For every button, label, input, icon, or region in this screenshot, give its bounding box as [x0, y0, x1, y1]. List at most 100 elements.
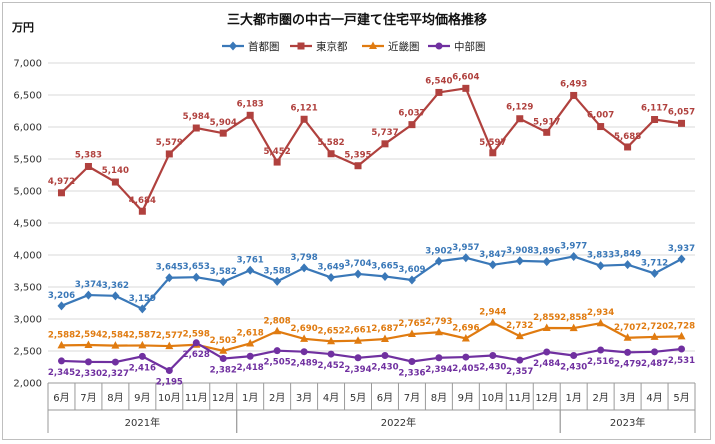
data-label: 2,618 — [237, 328, 264, 338]
data-point — [488, 318, 497, 326]
data-point — [516, 356, 524, 364]
data-label: 2,330 — [75, 369, 102, 379]
data-point — [434, 327, 443, 336]
x-tick-label: 6月 — [377, 392, 393, 404]
data-label: 2,382 — [210, 366, 237, 376]
data-label: 4,684 — [129, 196, 156, 206]
data-label: 3,896 — [533, 247, 560, 257]
data-label: 5,737 — [371, 128, 398, 138]
data-point — [354, 336, 363, 344]
data-point — [327, 350, 335, 358]
data-label: 2,405 — [452, 364, 479, 374]
data-label: 3,374 — [75, 280, 102, 290]
data-label: 5,984 — [183, 112, 210, 122]
data-point — [677, 331, 686, 340]
series-layer — [57, 84, 686, 375]
data-point — [624, 348, 632, 356]
data-label: 2,707 — [614, 323, 641, 333]
y-axis-unit: 万円 — [11, 21, 34, 34]
data-label: 6,121 — [291, 103, 318, 113]
y-tick-label: 7,000 — [13, 59, 42, 70]
data-point — [138, 340, 147, 349]
data-point — [435, 354, 443, 362]
data-point — [597, 123, 605, 131]
data-point — [84, 340, 93, 348]
data-label: 4,972 — [48, 177, 75, 187]
data-point — [407, 329, 416, 338]
data-point — [677, 254, 686, 264]
data-label: 2,696 — [452, 323, 479, 333]
data-point — [229, 41, 237, 51]
legend-item-2: 東京都 — [290, 40, 348, 53]
data-point — [246, 265, 255, 275]
data-point — [165, 150, 173, 158]
data-point — [462, 84, 470, 92]
data-point — [380, 334, 389, 343]
data-label: 2,418 — [237, 363, 264, 373]
x-tick-label: 4月 — [646, 392, 662, 404]
series-line — [60, 87, 682, 213]
data-label: 3,588 — [264, 266, 291, 276]
data-point — [381, 140, 389, 148]
data-label: 5,452 — [264, 147, 291, 157]
data-point — [354, 269, 363, 279]
data-label: 2,430 — [371, 362, 398, 372]
y-tick-label: 6,000 — [13, 123, 42, 134]
x-tick-label: 5月 — [673, 392, 689, 404]
data-label: 2,452 — [317, 361, 344, 371]
y-tick-label: 5,000 — [13, 187, 42, 198]
data-label: 2,505 — [264, 358, 291, 368]
year-label: 2021年 — [125, 416, 160, 429]
data-point — [461, 253, 470, 263]
data-point — [489, 149, 497, 157]
data-point — [570, 91, 578, 99]
data-label: 3,665 — [371, 261, 398, 271]
data-point — [327, 336, 336, 345]
data-point — [434, 256, 443, 266]
data-label: 2,765 — [398, 319, 425, 329]
data-point — [623, 333, 632, 341]
data-point — [246, 338, 255, 347]
data-label: 2,479 — [614, 359, 641, 369]
data-label: 3,833 — [587, 251, 614, 261]
data-label: 2,487 — [641, 359, 668, 369]
data-label: 2,327 — [102, 369, 129, 379]
data-label: 2,661 — [344, 326, 371, 336]
x-tick-label: 5月 — [350, 392, 366, 404]
data-label: 2,484 — [533, 359, 560, 369]
data-point — [219, 355, 227, 363]
data-label: 2,859 — [533, 313, 560, 323]
data-label: 2,416 — [129, 363, 156, 373]
x-tick-label: 2月 — [269, 392, 285, 404]
data-label: 3,712 — [641, 258, 668, 268]
data-point — [192, 124, 200, 132]
data-point — [651, 348, 659, 356]
data-label: 2,728 — [668, 321, 695, 331]
series-line — [61, 341, 682, 372]
year-label: 2022年 — [381, 416, 416, 429]
x-tick-label: 8月 — [107, 392, 123, 404]
y-tick-label: 3,500 — [13, 283, 42, 294]
data-point — [138, 304, 147, 314]
data-label: 6,540 — [425, 76, 452, 86]
data-point — [489, 351, 497, 359]
data-label: 2,430 — [560, 362, 587, 372]
data-label: 3,645 — [156, 263, 183, 273]
data-point — [246, 352, 254, 360]
data-point — [516, 115, 524, 123]
data-label: 2,858 — [560, 313, 587, 323]
data-label: 2,394 — [425, 365, 452, 375]
data-label: 3,849 — [614, 250, 641, 260]
data-label: 2,944 — [479, 308, 506, 318]
data-point — [57, 357, 65, 365]
data-point — [273, 158, 281, 166]
data-point — [111, 291, 120, 301]
data-point — [462, 353, 470, 361]
data-label: 3,653 — [183, 262, 210, 272]
x-tick-label: 9月 — [134, 392, 150, 404]
x-tick-label: 12月 — [212, 392, 235, 404]
data-point — [354, 162, 362, 170]
data-label: 2,793 — [425, 317, 452, 327]
